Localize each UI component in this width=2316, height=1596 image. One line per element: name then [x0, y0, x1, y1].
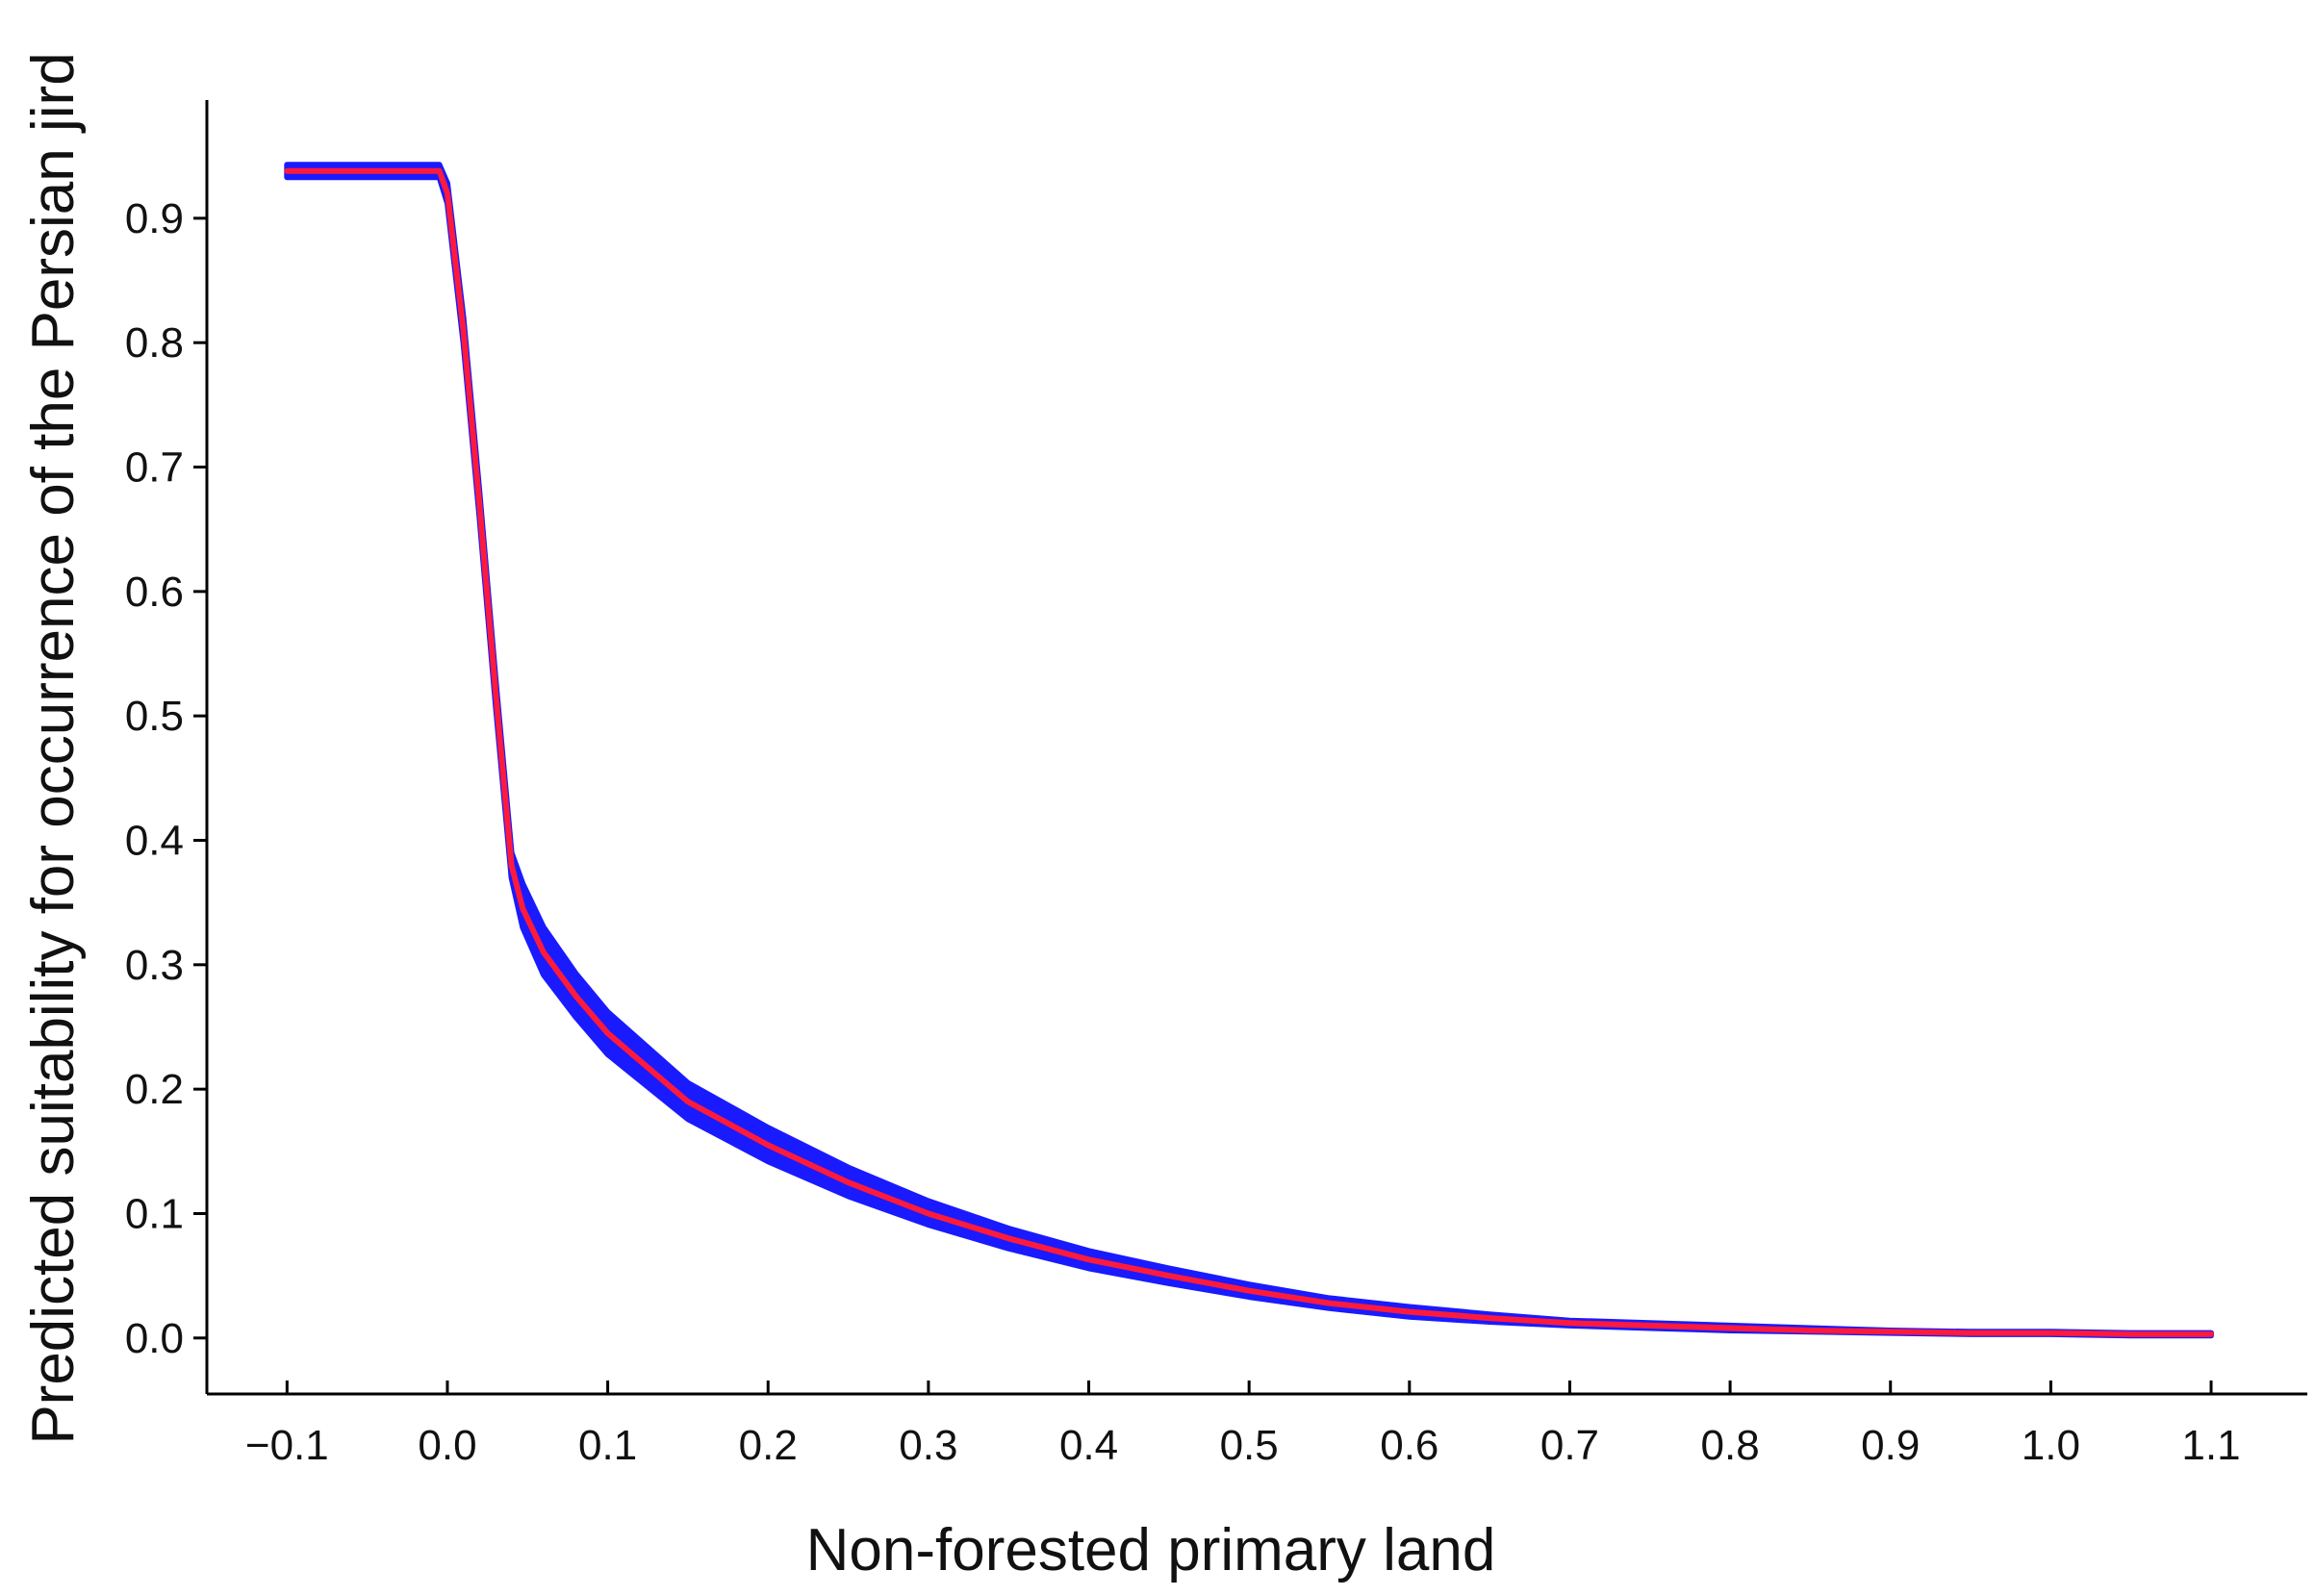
y-axis-title: Predicted suitability for occurrence of … [20, 52, 87, 1444]
x-tick-label: 0.3 [899, 1422, 957, 1469]
x-tick-label: 0.9 [1861, 1422, 1920, 1469]
x-tick-label: −0.1 [245, 1422, 329, 1469]
y-tick-label: 0.8 [125, 319, 184, 367]
x-tick-label: 0.8 [1701, 1422, 1760, 1469]
y-tick-label: 0.0 [125, 1315, 184, 1362]
y-tick-label: 0.4 [125, 817, 184, 864]
x-tick-label: 1.0 [2022, 1422, 2080, 1469]
y-tick-label: 0.6 [125, 569, 184, 616]
x-tick-label: 0.2 [739, 1422, 798, 1469]
x-tick-label: 0.6 [1380, 1422, 1438, 1469]
y-tick-label: 0.7 [125, 444, 184, 492]
x-tick-label: 0.1 [578, 1422, 637, 1469]
x-tick-label: 0.7 [1540, 1422, 1599, 1469]
y-tick-label: 0.3 [125, 942, 184, 989]
x-tick-label: 0.4 [1059, 1422, 1118, 1469]
confidence-band [284, 162, 2214, 1339]
x-ticks: −0.1 0.0 0.1 0.2 0.3 0.4 0.5 0.6 0.7 0.8 0.9 1.0 1.1 [245, 1381, 2241, 1469]
x-axis-title: Non-forested primary land [806, 1517, 1496, 1583]
y-tick-label: 0.5 [125, 693, 184, 740]
x-tick-label: 1.1 [2181, 1422, 2240, 1469]
y-tick-label: 0.2 [125, 1066, 184, 1113]
plot-area [284, 162, 2214, 1339]
y-tick-label: 0.1 [125, 1190, 184, 1237]
y-ticks: 0.0 0.1 0.2 0.3 0.4 0.5 0.6 0.7 0.8 0.9 [125, 195, 207, 1362]
x-tick-label: 0.0 [418, 1422, 476, 1469]
y-tick-label: 0.9 [125, 195, 184, 242]
x-tick-label: 0.5 [1220, 1422, 1279, 1469]
mean-line [284, 167, 2214, 1337]
